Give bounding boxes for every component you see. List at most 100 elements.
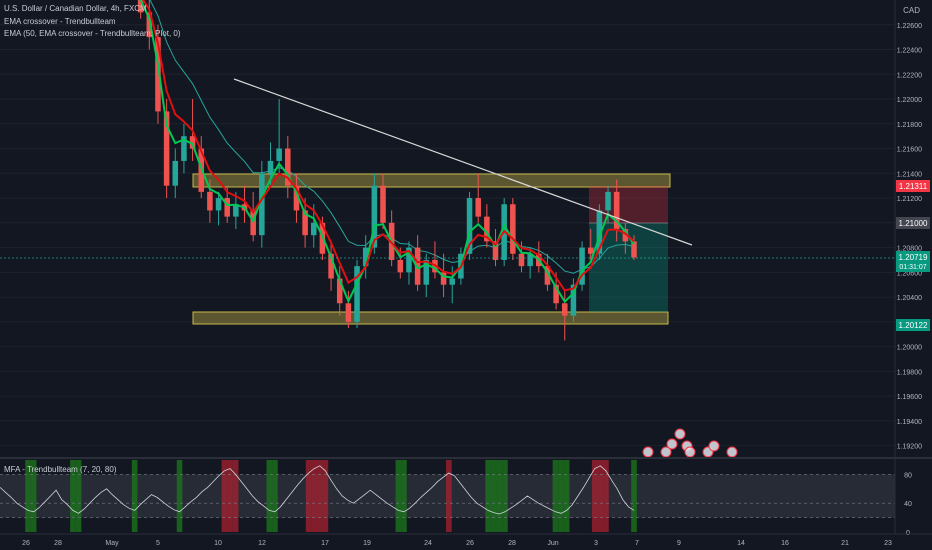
candle-body <box>276 148 282 161</box>
mfa-oversold-zone <box>631 460 637 532</box>
candle-body <box>189 136 196 149</box>
mfa-oversold-zone <box>490 460 497 532</box>
date-tick-label: 26 <box>466 540 474 547</box>
mfa-oversold-zone <box>30 460 37 532</box>
mfa-overbought-zone <box>322 460 329 532</box>
price-tick-label: 1.21600 <box>897 147 922 154</box>
symbol-legend[interactable]: U.S. Dollar / Canadian Dollar, 4h, FXCM <box>4 4 147 13</box>
price-badge-mid: 1.21000 <box>896 217 930 229</box>
candle-body <box>371 185 378 248</box>
candle-body <box>475 198 481 217</box>
price-tick-label: 1.20600 <box>897 270 922 277</box>
candle-body <box>561 303 568 316</box>
candle-body <box>285 148 291 186</box>
candle-body <box>631 241 637 258</box>
date-tick-label: 9 <box>677 540 681 547</box>
date-tick-label: 21 <box>841 540 849 547</box>
mfa-oversold-zone <box>563 460 570 532</box>
price-tick-label: 1.20000 <box>897 345 922 352</box>
candle-body <box>414 247 421 285</box>
candle-body <box>163 111 170 186</box>
candle-body <box>362 247 369 267</box>
candle-body <box>345 303 352 322</box>
price-tick-label: 1.19800 <box>897 369 922 376</box>
price-tick-label: 1.19200 <box>897 444 922 451</box>
candle-body <box>224 198 230 217</box>
date-tick-label: 16 <box>781 540 789 547</box>
mfa-line <box>0 465 635 515</box>
date-tick-label: 28 <box>508 540 516 547</box>
mfa-oversold-zone <box>401 460 407 532</box>
candle-body <box>380 185 386 223</box>
event-marker[interactable] <box>674 428 686 440</box>
mfa-overbought-zone <box>317 460 323 532</box>
candle-body <box>146 12 153 38</box>
candle-body <box>553 284 559 304</box>
price-tick-label: 1.19600 <box>897 394 922 401</box>
currency-label: CAD <box>903 6 920 15</box>
time-axis[interactable]: 26 28 May 5 10 12 17 19 24 26 28 Jun 3 7 9 14 16 21 23 <box>22 540 892 547</box>
osc-tick-label: 40 <box>904 501 912 508</box>
mfa-overbought-zone <box>221 460 228 532</box>
candle-body <box>622 229 629 242</box>
price-grid <box>0 24 895 447</box>
price-tick-label: 1.22200 <box>897 72 922 79</box>
candle-body <box>259 173 265 236</box>
mfa-oversold-zone <box>395 460 402 532</box>
short-position-risk-area[interactable] <box>589 186 668 223</box>
mfa-oversold-zone <box>75 460 82 532</box>
mfa-oversold-zone <box>485 460 491 532</box>
event-marker[interactable] <box>726 446 738 458</box>
mfa-oversold-zone <box>266 460 273 532</box>
mfa-oversold-zone <box>502 460 508 532</box>
mfa-oversold-zone <box>272 460 278 532</box>
price-tick-label: 1.20400 <box>897 295 922 302</box>
candle-body <box>613 191 620 229</box>
osc-tick-label: 80 <box>904 472 912 479</box>
date-tick-label: 26 <box>22 540 30 547</box>
mfa-oversold-zone <box>70 460 76 532</box>
price-tick-label: 1.22000 <box>897 97 922 104</box>
mfa-oversold-zone <box>558 460 564 532</box>
candle-body <box>310 222 317 236</box>
date-tick-label: 24 <box>424 540 432 547</box>
candle-body <box>293 185 300 211</box>
indicator-legend-mfa[interactable]: MFA - Trendbullteam (7, 20, 80) <box>4 465 117 474</box>
event-marker[interactable] <box>708 440 720 452</box>
event-marker[interactable] <box>684 446 696 458</box>
price-tick-label: 1.22400 <box>897 48 922 55</box>
candle-body <box>207 191 213 211</box>
candle-body <box>510 204 516 254</box>
indicator-legend-ema-crossover[interactable]: EMA crossover - Trendbullteam <box>4 17 116 26</box>
price-tick-label: 1.21800 <box>897 122 922 129</box>
candle-body <box>579 247 585 285</box>
candle-body <box>215 198 222 211</box>
candle-body <box>596 210 603 254</box>
svg-text:1.21311: 1.21311 <box>899 182 928 191</box>
support-zone[interactable] <box>192 311 669 325</box>
price-badge-lower: 1.20122 <box>896 319 930 331</box>
event-marker[interactable] <box>642 446 654 458</box>
mfa-overbought-zone <box>446 460 452 532</box>
date-tick-label: 10 <box>214 540 222 547</box>
resistance-zone[interactable] <box>192 173 671 188</box>
mfa-oversold-zone <box>131 460 138 532</box>
svg-text:01:31:07: 01:31:07 <box>899 264 926 271</box>
candle-body <box>527 253 533 267</box>
event-markers[interactable] <box>642 428 738 458</box>
mfa-overbought-zone <box>305 460 312 532</box>
indicator-legend-ema50[interactable]: EMA (50, EMA crossover - Trendbullteam: … <box>4 29 181 38</box>
date-tick-label: 28 <box>54 540 62 547</box>
mfa-oversold-zone <box>176 460 183 532</box>
candle-body <box>137 0 144 13</box>
mfa-overbought-zone <box>311 460 317 532</box>
date-tick-label: Jun <box>547 540 558 547</box>
trendline[interactable] <box>233 78 693 246</box>
event-marker[interactable] <box>666 438 678 450</box>
candle-body <box>544 266 551 285</box>
svg-text:1.21000: 1.21000 <box>899 219 928 228</box>
ema-fast-line <box>139 0 635 304</box>
candle-body <box>302 210 308 236</box>
date-tick-label: 19 <box>363 540 371 547</box>
